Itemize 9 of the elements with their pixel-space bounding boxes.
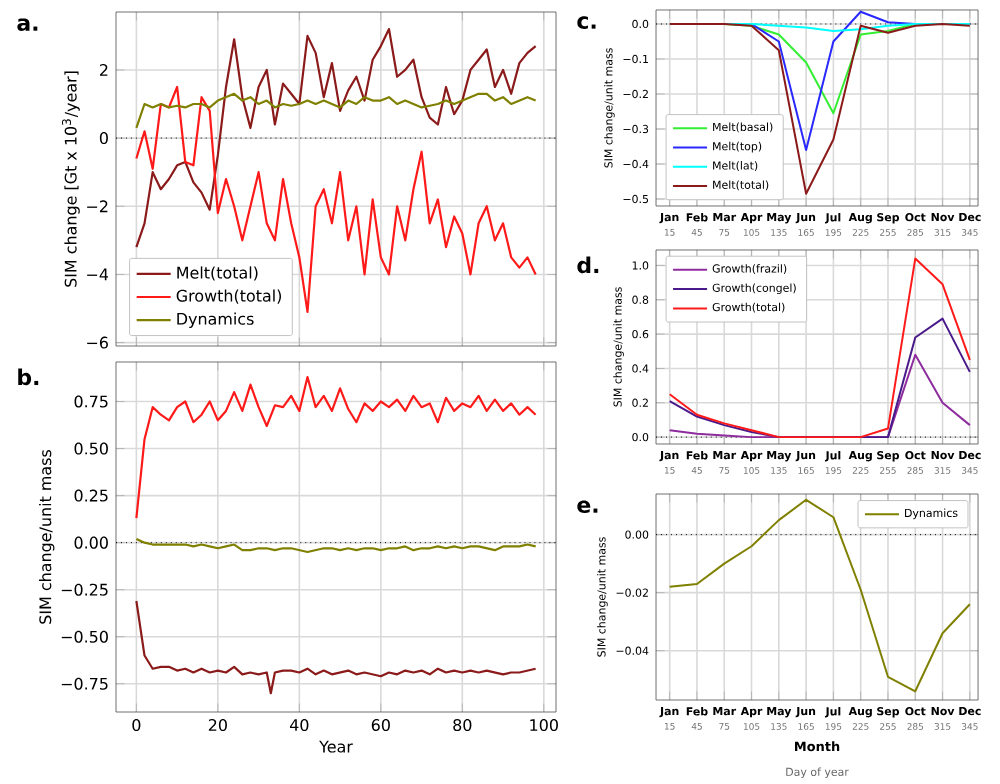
chart-title: e.: [577, 500, 598, 513]
chart-title: d.: [577, 256, 599, 273]
line-series: [135, 85, 537, 313]
line-series: [668, 498, 971, 692]
chart-title: c.: [577, 15, 596, 29]
line-series: [135, 375, 537, 519]
chart-title: b.: [18, 368, 39, 385]
chart-title: a.: [17, 18, 38, 31]
line-series: [135, 27, 537, 248]
